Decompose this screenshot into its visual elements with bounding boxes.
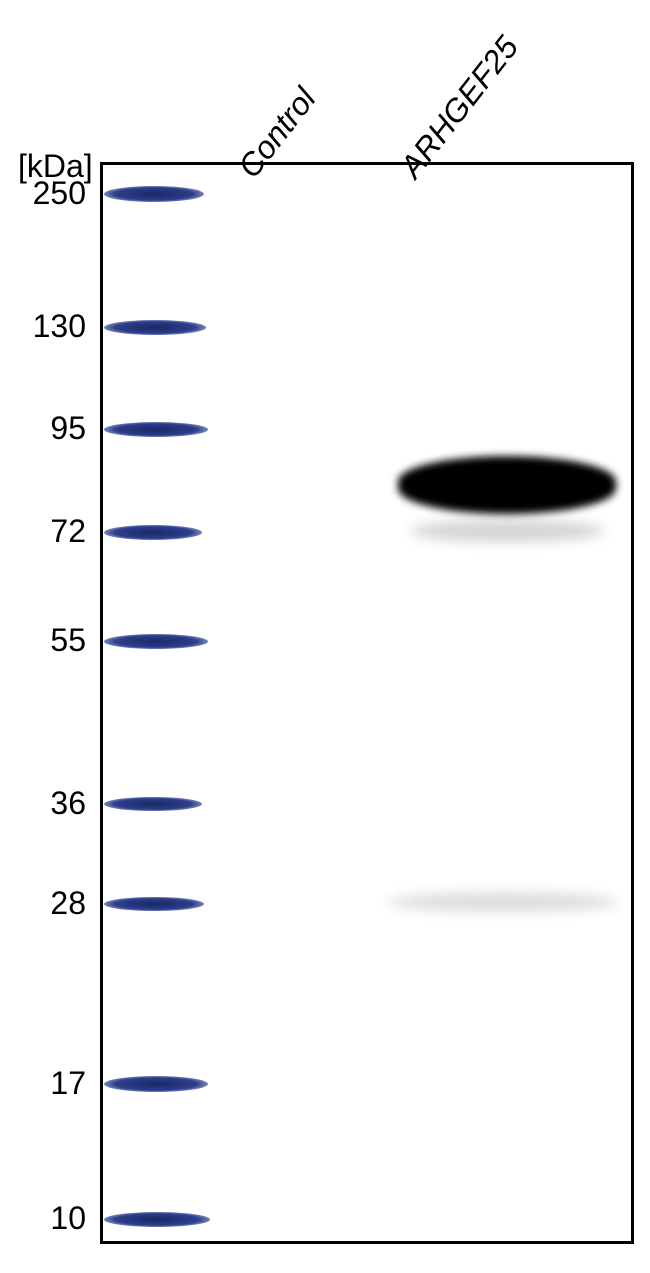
marker-band-55	[104, 634, 208, 649]
marker-band-250	[104, 186, 204, 202]
band-arhgef25-28kda	[388, 892, 618, 912]
band-arhgef25-sub1	[410, 520, 605, 542]
tick-72: 72	[16, 513, 86, 550]
marker-band-130	[104, 320, 206, 335]
tick-95: 95	[16, 410, 86, 447]
tick-55: 55	[16, 622, 86, 659]
tick-130: 130	[16, 308, 86, 345]
tick-10: 10	[16, 1200, 86, 1237]
marker-band-36	[104, 797, 202, 811]
figure-root: [kDa] 250 130 95 72 55 36 28 17 10 Contr…	[0, 0, 650, 1273]
band-arhgef25-main	[398, 456, 616, 514]
tick-17: 17	[16, 1065, 86, 1102]
tick-28: 28	[16, 885, 86, 922]
tick-250: 250	[16, 175, 86, 212]
marker-band-28	[104, 897, 204, 911]
marker-band-10	[104, 1212, 210, 1227]
marker-band-72	[104, 525, 202, 540]
marker-band-17	[104, 1076, 208, 1092]
marker-band-95	[104, 422, 208, 437]
tick-36: 36	[16, 785, 86, 822]
